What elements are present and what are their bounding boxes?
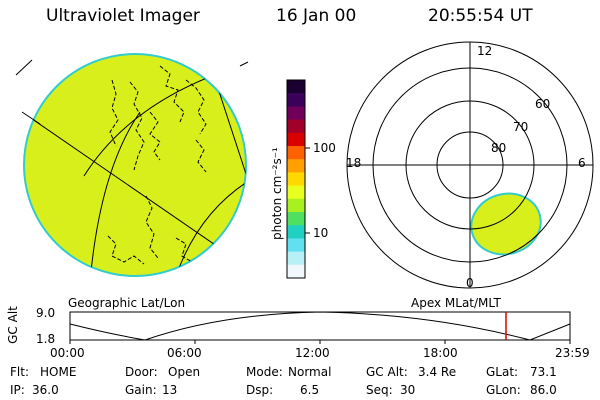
ip-value: 36.0 bbox=[32, 383, 59, 397]
colorbar-band bbox=[287, 106, 305, 121]
gc-alt-xtick-1: 06:00 bbox=[167, 346, 202, 360]
colorbar-band bbox=[287, 225, 305, 239]
colorbar-band bbox=[287, 159, 305, 173]
glat-label: GLat: bbox=[486, 365, 519, 379]
time-label: 20:55:54 UT bbox=[428, 6, 533, 26]
gc-alt-xtick-0: 00:00 bbox=[50, 346, 85, 360]
colorbar-band bbox=[287, 80, 305, 94]
mlt-label-12: 12 bbox=[477, 44, 493, 58]
polar-panel-label: Apex MLat/MLT bbox=[411, 296, 501, 310]
mode-value: Normal bbox=[288, 365, 332, 379]
gc-alt-ytick-top: 9.0 bbox=[36, 306, 56, 320]
glat-value: 73.1 bbox=[530, 365, 557, 379]
colorbar-band bbox=[287, 146, 305, 160]
date-label: 16 Jan 00 bbox=[276, 6, 357, 26]
mlt-label-6: 6 bbox=[578, 156, 586, 170]
colorbar bbox=[286, 79, 310, 279]
colorbar-band bbox=[287, 172, 305, 187]
mlat-label-70: 70 bbox=[513, 120, 529, 134]
colorbar-band bbox=[287, 119, 305, 134]
gc-alt-xtick-2: 12:00 bbox=[295, 346, 330, 360]
seq-label: Seq: bbox=[366, 383, 393, 397]
colorbar-band bbox=[287, 238, 305, 253]
flight-status-value: HOME bbox=[40, 365, 77, 379]
mlat-label-80: 80 bbox=[491, 141, 507, 155]
colorbar-band bbox=[287, 264, 305, 279]
door-label: Door: bbox=[125, 365, 158, 379]
colorbar-band bbox=[287, 132, 305, 147]
ip-label: IP: bbox=[10, 383, 25, 397]
colorbar-tick-10: 10 bbox=[313, 226, 329, 240]
mlt-label-0: 0 bbox=[466, 276, 474, 290]
geo-image-disk bbox=[23, 53, 247, 277]
gc-alt-xtick-3: 18:00 bbox=[423, 346, 458, 360]
gc-alt-label: GC Alt: bbox=[366, 365, 408, 379]
polar-plot bbox=[346, 41, 594, 289]
instrument-title: Ultraviolet Imager bbox=[46, 6, 200, 26]
mlat-label-60: 60 bbox=[535, 97, 551, 111]
mlt-label-18: 18 bbox=[346, 156, 362, 170]
auroral-oval-blob bbox=[470, 192, 542, 256]
gc-alt-xtick-4: 23:59 bbox=[555, 346, 590, 360]
door-value: Open bbox=[168, 365, 201, 379]
colorbar-unit: photon cm⁻²s⁻¹ bbox=[270, 147, 284, 240]
gain-label: Gain: bbox=[125, 383, 157, 397]
dsp-label: Dsp: bbox=[246, 383, 274, 397]
colorbar-band bbox=[287, 185, 305, 200]
flight-status-label: Flt: bbox=[10, 365, 29, 379]
gc-alt-ytick-bottom: 1.8 bbox=[36, 332, 56, 346]
gc-alt-value: 3.4 Re bbox=[418, 365, 457, 379]
dsp-value: 6.5 bbox=[300, 383, 320, 397]
colorbar-tick-100: 100 bbox=[313, 141, 336, 155]
glon-label: GLon: bbox=[486, 383, 521, 397]
mode-label: Mode: bbox=[246, 365, 283, 379]
gain-value: 13 bbox=[162, 383, 178, 397]
colorbar-band bbox=[287, 212, 305, 226]
colorbar-band bbox=[287, 198, 305, 213]
colorbar-band bbox=[287, 251, 305, 266]
gc-alt-plot bbox=[69, 311, 571, 344]
gc-alt-ylabel: GC Alt bbox=[6, 306, 20, 344]
glon-value: 86.0 bbox=[530, 383, 557, 397]
colorbar-band bbox=[287, 93, 305, 107]
seq-value: 30 bbox=[400, 383, 416, 397]
geo-image-panel bbox=[15, 53, 249, 277]
geo-panel-label: Geographic Lat/Lon bbox=[68, 296, 186, 310]
